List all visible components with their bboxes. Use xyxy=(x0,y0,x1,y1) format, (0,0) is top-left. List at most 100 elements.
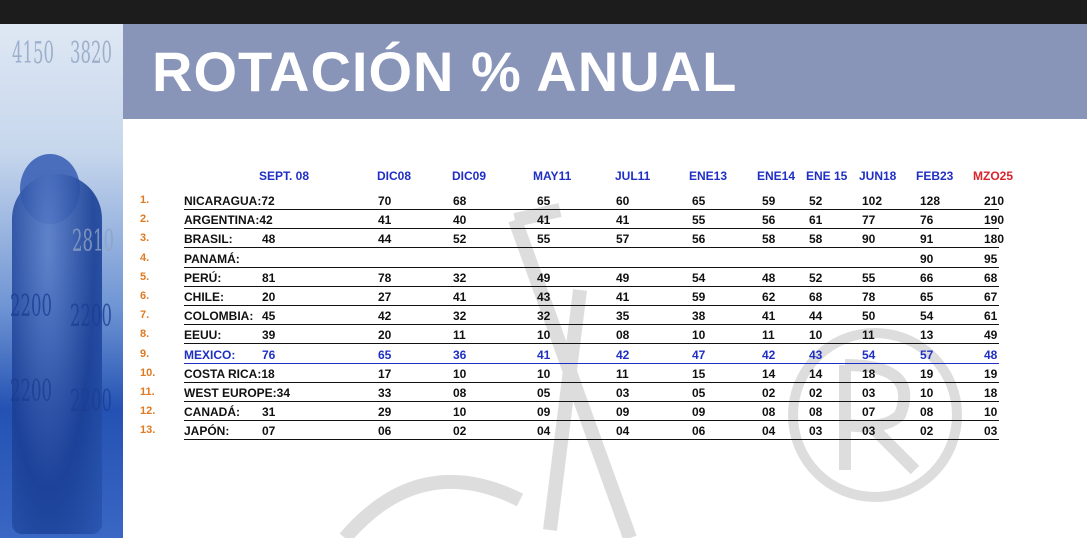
country-name: NICARAGUA:72 xyxy=(184,194,275,208)
table-cell: 10 xyxy=(984,405,998,420)
table-cell: 52 xyxy=(809,194,823,208)
country-label: MEXICO: xyxy=(184,347,236,362)
country-label: PANAMÁ: xyxy=(184,251,240,266)
table-cell: 02 xyxy=(809,386,823,400)
side-number: 4150 xyxy=(12,36,54,71)
table-cell: 42 xyxy=(762,347,776,362)
table-cell: 10 xyxy=(692,328,706,343)
table-cell: 32 xyxy=(537,309,551,324)
table-cell: 06 xyxy=(692,424,706,439)
table-cell: 08 xyxy=(616,328,630,343)
country-name: CHILE: 20 xyxy=(184,290,275,304)
first-value: 45 xyxy=(262,309,276,324)
table-cell: 33 xyxy=(378,386,392,400)
table-cell: 04 xyxy=(616,424,630,439)
table-cell: 18 xyxy=(984,386,998,400)
table-cell: 78 xyxy=(378,270,392,285)
country-name: BRASIL: 48 xyxy=(184,232,275,246)
table-cell: 210 xyxy=(984,194,1005,208)
first-value: 48 xyxy=(262,232,276,247)
row-index: 5. xyxy=(140,270,150,283)
country-name: WEST EUROPE:34 xyxy=(184,386,290,400)
table-cell: 57 xyxy=(616,232,630,247)
table-cell: 10 xyxy=(453,366,467,381)
table-cell: 03 xyxy=(616,386,630,400)
column-header: MAY11 xyxy=(533,169,572,183)
table-cell: 90 xyxy=(862,232,876,247)
row-index: 10. xyxy=(140,366,156,379)
row-underline xyxy=(184,362,999,364)
table-cell: 65 xyxy=(692,194,706,208)
country-label: WEST EUROPE:34 xyxy=(184,386,291,400)
top-bar xyxy=(0,0,1087,24)
table-cell: 05 xyxy=(537,386,551,400)
table-cell: 04 xyxy=(762,424,776,439)
first-value: 07 xyxy=(262,424,276,439)
table-cell: 49 xyxy=(537,270,551,285)
table-cell: 54 xyxy=(862,347,876,362)
table-cell: 11 xyxy=(453,328,466,343)
table-cell: 08 xyxy=(920,405,934,420)
row-underline xyxy=(184,439,999,441)
table-cell: 02 xyxy=(762,386,776,400)
table-cell: 10 xyxy=(920,386,934,400)
table-cell: 91 xyxy=(920,232,934,247)
table-cell: 27 xyxy=(378,290,392,304)
row-underline xyxy=(184,266,999,268)
country-label: COSTA RICA:18 xyxy=(184,366,275,381)
table-cell: 78 xyxy=(862,290,876,304)
side-number: 2200 xyxy=(10,289,52,324)
table-cell: 95 xyxy=(984,251,998,266)
table-cell: 08 xyxy=(809,405,823,420)
table-cell: 62 xyxy=(762,290,776,304)
table-cell: 35 xyxy=(616,309,630,324)
table-cell: 10 xyxy=(537,366,551,381)
table-cell: 42 xyxy=(378,309,392,324)
column-header: ENE 15 xyxy=(806,169,848,183)
row-underline xyxy=(184,324,999,326)
table-cell: 43 xyxy=(537,290,551,304)
first-value: 39 xyxy=(262,328,276,343)
table-cell: 42 xyxy=(616,347,630,362)
table-cell: 47 xyxy=(692,347,706,362)
country-name: EEUU: 39 xyxy=(184,328,275,342)
table-cell: 54 xyxy=(920,309,934,324)
page-title: ROTACIÓN % ANUAL xyxy=(152,40,738,103)
table-cell: 67 xyxy=(984,290,998,304)
table-cell: 68 xyxy=(809,290,823,304)
table-cell: 03 xyxy=(862,424,876,439)
table-cell: 48 xyxy=(762,270,776,285)
table-row: 2. ARGENTINA:42 41 40 41 41 55 56 61 77 76 190 xyxy=(0,212,1087,231)
country-label: JAPÓN: xyxy=(184,424,230,439)
table-cell: 03 xyxy=(862,386,876,400)
column-header: JUN18 xyxy=(859,169,897,183)
first-value: 20 xyxy=(262,290,276,304)
row-index: 6. xyxy=(140,290,150,302)
column-header: ENE13 xyxy=(689,169,728,183)
column-header: JUL11 xyxy=(615,169,651,183)
table-cell: 44 xyxy=(378,232,392,247)
table-cell: 52 xyxy=(809,270,823,285)
country-label: CANADÁ: xyxy=(184,405,240,420)
row-index: 1. xyxy=(140,194,150,206)
row-index: 8. xyxy=(140,328,150,341)
table-cell: 58 xyxy=(762,232,776,247)
table-cell: 15 xyxy=(692,366,706,381)
column-header: FEB23 xyxy=(916,169,954,183)
title-bar xyxy=(123,24,1087,119)
row-underline xyxy=(184,228,999,230)
table-cell: 58 xyxy=(809,232,823,247)
column-header: MZO25 xyxy=(973,169,1014,183)
row-index: 4. xyxy=(140,251,150,264)
table-cell: 59 xyxy=(762,194,776,208)
table-cell: 08 xyxy=(453,386,467,400)
table-cell: 19 xyxy=(984,366,998,381)
table-row: 11. WEST EUROPE:34 33 08 05 03 05 02 02 03 10 18 xyxy=(0,385,1087,404)
table-cell: 41 xyxy=(378,213,392,228)
table-cell: 14 xyxy=(762,366,776,381)
table-cell: 20 xyxy=(378,328,392,343)
table-cell: 56 xyxy=(762,213,776,228)
row-underline xyxy=(184,381,999,383)
table-cell: 02 xyxy=(920,424,934,439)
table-cell: 41 xyxy=(616,213,630,228)
